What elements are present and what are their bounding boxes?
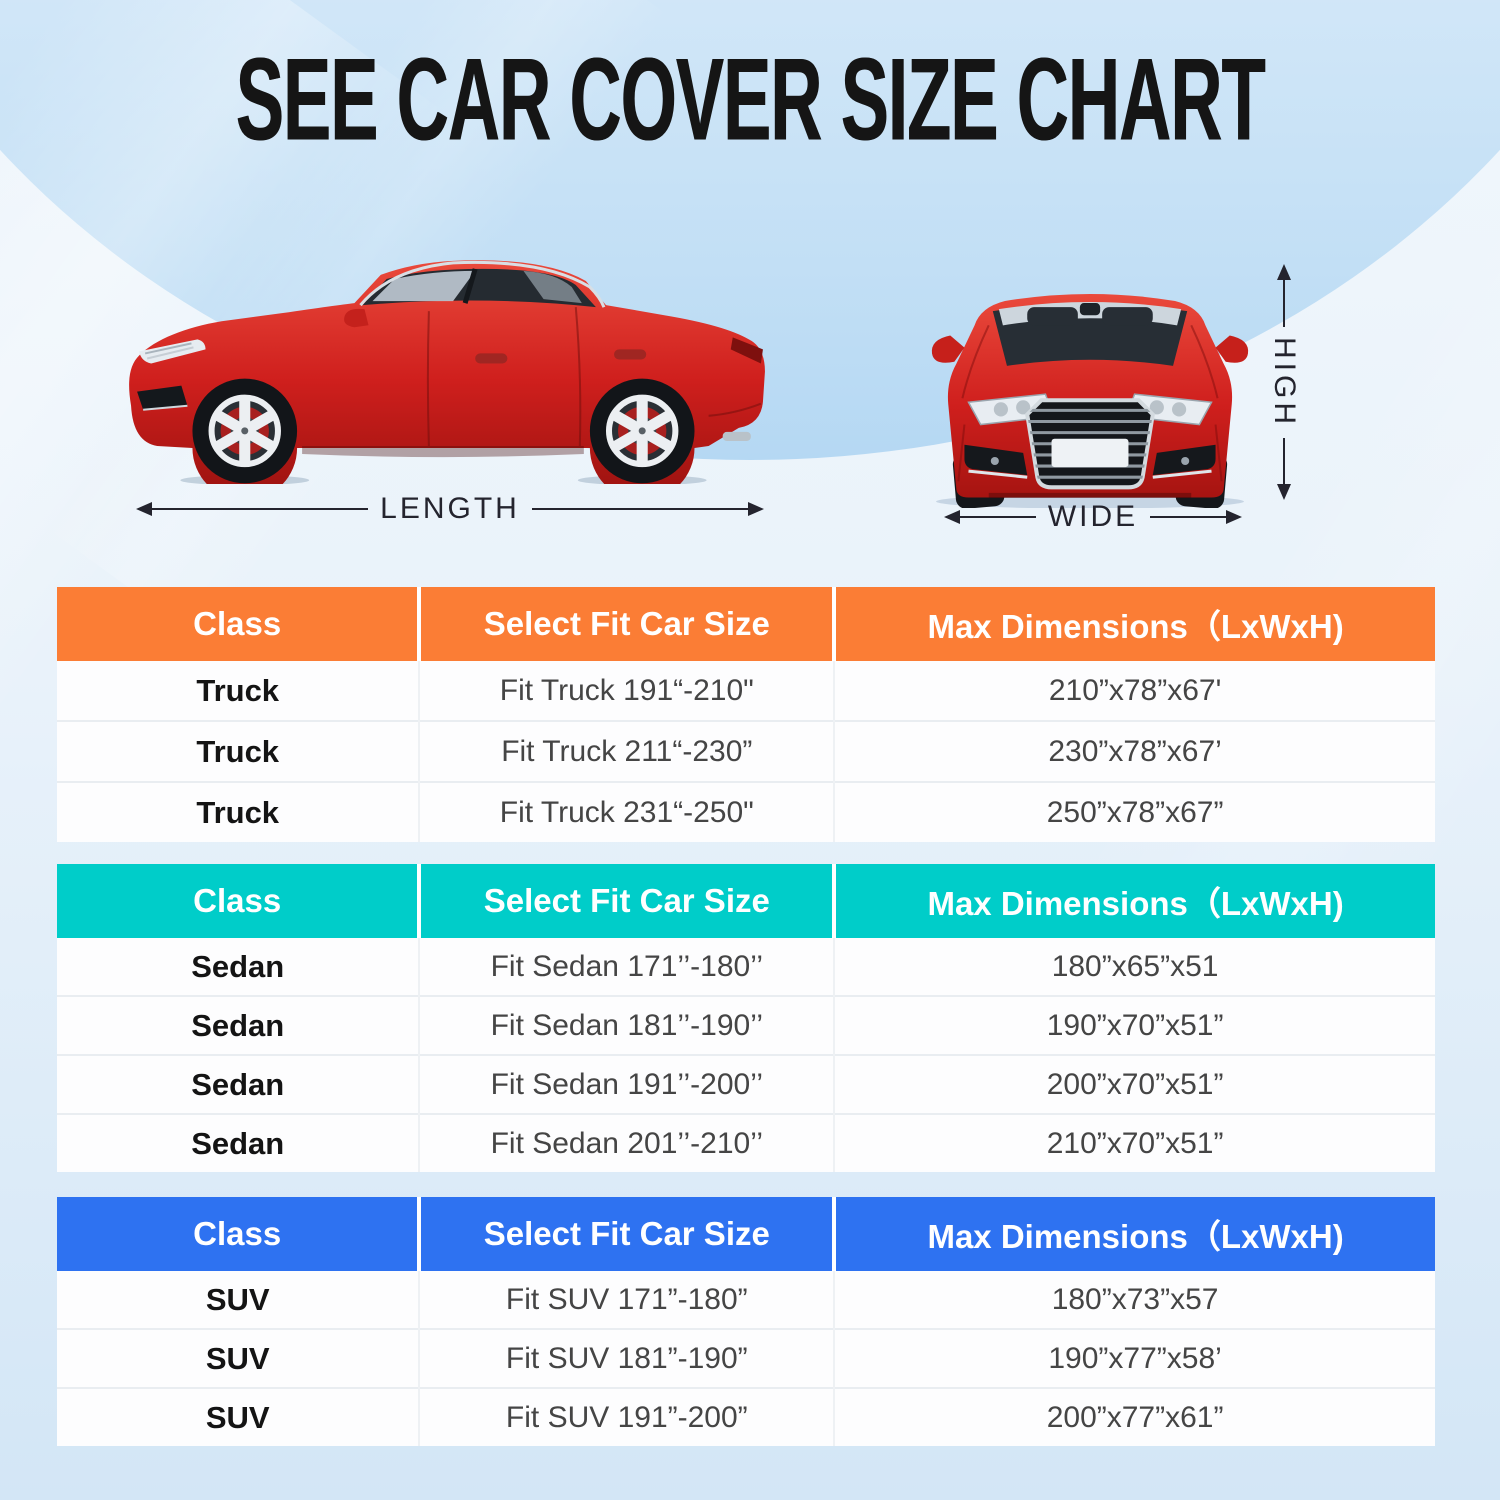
table-row: SUV Fit SUV 181”-190” 190”x77”x58’ [57,1328,1435,1388]
cell-fit-size: Fit SUV 181”-190” [418,1328,835,1388]
column-header-max-dimensions: Max Dimensions（LxWxH) [832,587,1435,661]
cell-max-dimensions: 180”x73”x57 [833,1271,1435,1329]
suv-table-header-row: Class Select Fit Car Size Max Dimensions… [57,1197,1435,1271]
cell-class: Truck [57,720,420,782]
table-row: SUV Fit SUV 171”-180” 180”x73”x57 [57,1271,1435,1329]
cell-class: SUV [57,1387,420,1446]
cell-class: Truck [57,661,420,721]
sedan-size-table: Class Select Fit Car Size Max Dimensions… [57,864,1435,1172]
cell-fit-size: Fit Sedan 191’’-200’’ [418,1054,835,1114]
wide-dimension-arrow: WIDE [936,500,1250,534]
cell-fit-size: Fit SUV 191”-200” [418,1387,835,1446]
high-dimension-arrow: HIGH [1262,258,1306,506]
table-row: SUV Fit SUV 191”-200” 200”x77”x61” [57,1387,1435,1446]
cell-class: Sedan [57,1054,420,1114]
column-header-class: Class [193,605,282,642]
cell-max-dimensions: 190”x70”x51” [833,995,1435,1055]
column-header-fit-size: Select Fit Car Size [417,587,835,661]
high-label: HIGH [1268,336,1301,428]
table-row: Sedan Fit Sedan 191’’-200’’ 200”x70”x51” [57,1054,1435,1114]
column-header-fit-size: Select Fit Car Size [417,864,835,938]
cell-class: Sedan [57,995,420,1055]
cell-max-dimensions: 180”x65”x51 [833,938,1435,996]
truck-table-header-row: Class Select Fit Car Size Max Dimensions… [57,587,1435,661]
cell-max-dimensions: 190”x77”x58’ [833,1328,1435,1388]
arrow-line [944,510,1036,523]
table-row: Sedan Fit Sedan 181’’-190’’ 190”x70”x51” [57,995,1435,1055]
arrow-line [1277,264,1290,327]
cell-fit-size: Fit Truck 211“-230” [418,720,835,782]
cell-max-dimensions: 250”x78”x67” [833,781,1435,842]
column-header-max-dimensions: Max Dimensions（LxWxH) [832,864,1435,938]
cell-class: Truck [57,781,420,842]
table-row: Sedan Fit Sedan 171’’-180’’ 180”x65”x51 [57,938,1435,996]
table-row: Sedan Fit Sedan 201’’-210’’ 210”x70”x51” [57,1113,1435,1172]
arrow-line [1150,510,1242,523]
column-header-fit-size: Select Fit Car Size [417,1197,835,1271]
cell-fit-size: Fit Sedan 181’’-190’’ [418,995,835,1055]
cell-fit-size: Fit Truck 191“-210" [418,661,835,721]
car-side-view-illustration [129,260,765,484]
cell-max-dimensions: 230”x78”x67’ [833,720,1435,782]
cell-class: Sedan [57,1113,420,1172]
arrow-line [1277,437,1290,500]
length-dimension-arrow: LENGTH [128,492,772,526]
cell-fit-size: Fit Sedan 171’’-180’’ [418,938,835,996]
truck-size-table: Class Select Fit Car Size Max Dimensions… [57,587,1435,842]
column-header-class: Class [193,1215,282,1252]
suv-size-table: Class Select Fit Car Size Max Dimensions… [57,1197,1435,1446]
page-title: SEE CAR COVER SIZE CHART [235,35,1266,166]
cell-max-dimensions: 210”x70”x51” [833,1113,1435,1172]
arrow-line [531,502,765,515]
table-row: Truck Fit Truck 211“-230” 230”x78”x67’ [57,720,1435,782]
column-header-max-dimensions: Max Dimensions（LxWxH) [832,1197,1435,1271]
cell-class: SUV [57,1271,420,1329]
cell-fit-size: Fit Sedan 201’’-210’’ [418,1113,835,1172]
cell-class: SUV [57,1328,420,1388]
arrow-line [135,502,369,515]
column-header-class: Class [193,882,282,919]
table-row: Truck Fit Truck 191“-210" 210”x78”x67' [57,661,1435,721]
wide-label: WIDE [1047,500,1139,533]
table-row: Truck Fit Truck 231“-250" 250”x78”x67” [57,781,1435,842]
cell-max-dimensions: 210”x78”x67' [833,661,1435,721]
cell-max-dimensions: 200”x70”x51” [833,1054,1435,1114]
cell-fit-size: Fit Truck 231“-250" [418,781,835,842]
cell-class: Sedan [57,938,420,996]
cell-max-dimensions: 200”x77”x61” [833,1387,1435,1446]
car-front-view-illustration [931,293,1249,508]
cell-fit-size: Fit SUV 171”-180” [418,1271,835,1329]
sedan-table-header-row: Class Select Fit Car Size Max Dimensions… [57,864,1435,938]
length-label: LENGTH [380,492,520,525]
